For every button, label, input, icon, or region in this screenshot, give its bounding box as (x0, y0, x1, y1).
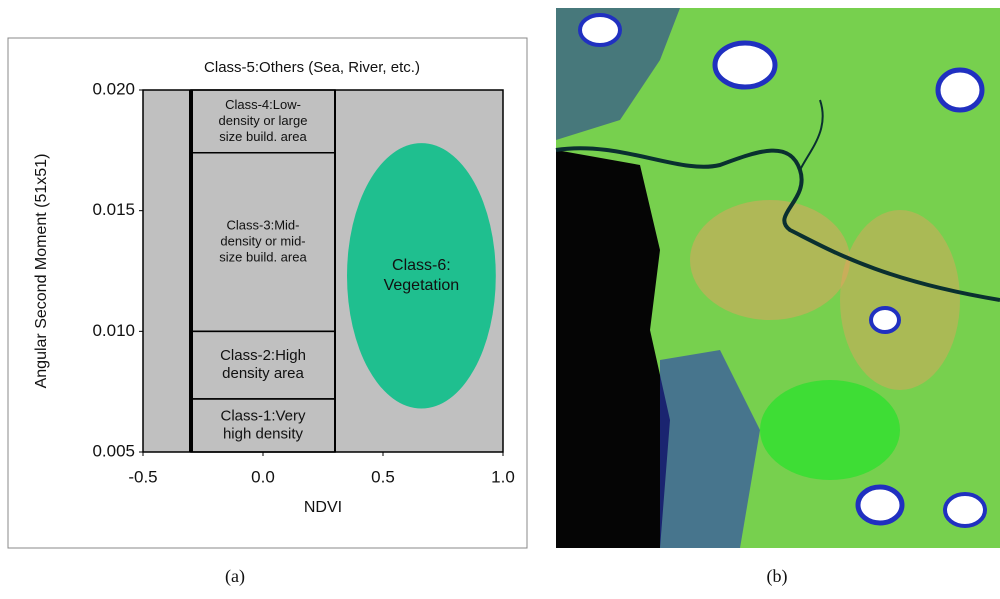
y-tick-label: 0.015 (92, 200, 135, 219)
region-label: size build. area (219, 249, 307, 264)
region-label: density area (222, 365, 304, 382)
x-tick-label: 0.5 (371, 467, 395, 486)
cloud (715, 43, 775, 87)
region-label: Class-1:Very (220, 407, 306, 424)
region-label: Class-3:Mid- (227, 217, 300, 232)
ellipse-label: Class-6: (392, 257, 451, 274)
cloud (938, 70, 982, 110)
cloud (871, 308, 899, 332)
region-label: size build. area (219, 129, 307, 144)
y-tick-label: 0.020 (92, 79, 135, 98)
orange-patch (840, 210, 960, 390)
x-axis-label: NDVI (304, 499, 342, 516)
y-axis-label: Angular Second Moment (51x51) (33, 154, 50, 389)
cloud (858, 487, 902, 523)
cloud (580, 15, 620, 45)
region-label: density or mid- (220, 233, 305, 248)
x-tick-label: -0.5 (128, 467, 157, 486)
region-label: density or large (219, 113, 308, 128)
region-label: high density (223, 425, 304, 442)
y-tick-label: 0.010 (92, 321, 135, 340)
region-label: Class-2:High (220, 347, 306, 364)
panel-label: (a) (225, 566, 245, 587)
orange-patch (690, 200, 850, 320)
x-tick-label: 1.0 (491, 467, 515, 486)
ellipse-label: Vegetation (384, 277, 460, 294)
figure: (a) (b) Class-5:Others (Sea, River, etc.… (0, 0, 1000, 594)
satellite-image (556, 8, 1000, 548)
green-patch (760, 380, 900, 480)
y-tick-label: 0.005 (92, 441, 135, 460)
region-label: Class-4:Low- (225, 97, 301, 112)
chart-title: Class-5:Others (Sea, River, etc.) (204, 59, 420, 76)
cloud (945, 494, 985, 526)
panel-label: (b) (767, 566, 788, 587)
x-tick-label: 0.0 (251, 467, 275, 486)
class-ellipse (347, 143, 496, 408)
